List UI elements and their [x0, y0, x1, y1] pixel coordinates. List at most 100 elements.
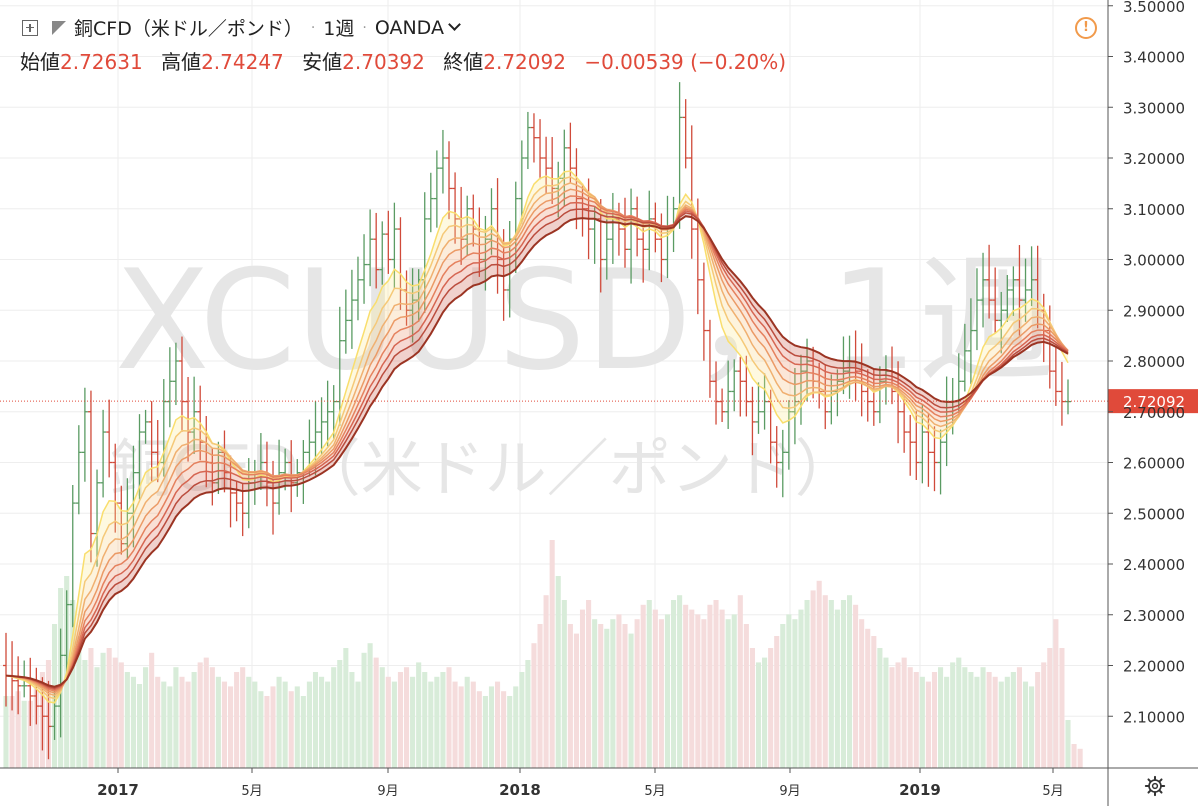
- candle: [1058, 361, 1065, 426]
- candle: [282, 448, 289, 491]
- chevron-down-icon[interactable]: [448, 18, 461, 31]
- price-tick-label: 3.10000: [1123, 201, 1185, 219]
- price-axis[interactable]: 3.50000 3.40000 3.30000 3.20000 3.10000 3.000…: [1107, 0, 1185, 806]
- high-label: 高値: [161, 50, 202, 74]
- volume-bar: [27, 700, 33, 768]
- volume-bar: [343, 648, 349, 768]
- flag-icon[interactable]: [52, 20, 66, 35]
- volume-bar: [598, 624, 604, 768]
- candle: [530, 113, 537, 163]
- candle: [1022, 258, 1029, 322]
- volume-bar: [743, 624, 749, 768]
- volume-bar: [652, 609, 658, 768]
- volume-bar: [312, 672, 319, 768]
- price-tick-label: 2.40000: [1123, 556, 1185, 574]
- volume-bar: [331, 667, 337, 768]
- time-tick-label: 2018: [499, 781, 541, 799]
- price-tick-label: 3.40000: [1123, 49, 1185, 67]
- chart-header: 銅CFD（米ドル／ポンド） · 1週 · OANDA 始値2.72631 高値2…: [0, 0, 1108, 80]
- volume-bar: [755, 662, 762, 768]
- candle: [658, 213, 665, 283]
- volume-bar: [931, 672, 938, 768]
- volume-bar: [88, 648, 94, 768]
- volume-bar: [155, 676, 161, 768]
- volume-bar: [112, 657, 118, 768]
- volume-bar: [913, 672, 919, 768]
- volume-bar: [859, 619, 865, 768]
- source-label[interactable]: OANDA: [374, 16, 444, 39]
- candle: [621, 197, 628, 268]
- volume-bar: [167, 686, 173, 768]
- volume-bar: [118, 662, 124, 768]
- low-value: 2.70392: [342, 50, 425, 74]
- volume-bar: [179, 676, 185, 768]
- volume-bar: [834, 609, 840, 768]
- volume-bar: [1029, 686, 1035, 768]
- price-tick-label: 2.20000: [1123, 658, 1185, 676]
- volume-bar: [610, 619, 616, 768]
- volume-bar: [76, 636, 82, 768]
- volume-bar: [1041, 662, 1047, 768]
- time-tick-label: 9月: [779, 784, 800, 799]
- volume-bar: [197, 662, 203, 768]
- candle: [961, 323, 968, 392]
- candle: [348, 269, 355, 349]
- candle: [980, 252, 987, 328]
- symbol-title[interactable]: 銅CFD（米ドル／ポンド）: [74, 18, 303, 40]
- time-tick-label: 2017: [97, 781, 139, 799]
- candle: [1010, 266, 1017, 316]
- volume-bar: [901, 657, 907, 768]
- gear-icon[interactable]: [1144, 775, 1166, 797]
- time-tick-label: 5月: [644, 784, 665, 799]
- volume-bar: [373, 657, 379, 768]
- candle: [373, 212, 380, 289]
- volume-bar: [434, 676, 440, 768]
- volume-bar: [246, 676, 252, 768]
- ohlc-row: 始値2.72631 高値2.74247 安値2.70392 終値2.72092 …: [20, 46, 786, 75]
- candle: [524, 111, 531, 170]
- interval-label[interactable]: 1週: [323, 18, 355, 40]
- plus-square-icon[interactable]: [22, 19, 38, 36]
- candle: [937, 429, 944, 495]
- volume-bar: [749, 648, 755, 768]
- volume-bar: [525, 660, 531, 768]
- volume-bar: [604, 628, 610, 768]
- candle: [87, 390, 94, 563]
- candle: [57, 628, 64, 738]
- volume-bar: [470, 681, 476, 768]
- volume-bar: [264, 696, 270, 768]
- candle: [215, 441, 222, 494]
- candle: [27, 657, 34, 726]
- volume-bar: [1022, 681, 1029, 768]
- last-price-line: 2.72092: [0, 389, 1198, 414]
- candle: [700, 262, 707, 361]
- volume-bar: [792, 619, 798, 768]
- candle: [69, 485, 76, 628]
- volume-bar: [306, 681, 312, 768]
- volume-bar: [543, 595, 549, 768]
- volume-bar: [136, 684, 143, 768]
- watermark: XCUUSD，1週 銅CFD（米ドル／ポンド）: [110, 240, 1056, 505]
- volume-bar: [234, 672, 240, 768]
- candle: [518, 140, 525, 224]
- close-value: 2.72092: [483, 50, 566, 74]
- candle: [385, 210, 392, 274]
- volume-bar: [270, 686, 276, 768]
- time-axis[interactable]: 2017 5月 9月 2018 5月 9月 2019 5月: [0, 767, 1198, 799]
- volume-bar: [980, 667, 986, 768]
- open-value: 2.72631: [60, 50, 143, 74]
- volume-bar: [992, 676, 998, 768]
- candle: [433, 150, 440, 228]
- exclamation-circle-icon[interactable]: !: [1075, 17, 1097, 39]
- candle: [537, 119, 544, 180]
- moving-average-line: [5, 188, 1069, 694]
- volume-bar: [221, 681, 228, 768]
- volume-bar: [907, 667, 913, 768]
- candle: [354, 256, 361, 321]
- volume-bar: [385, 676, 391, 768]
- volume-bar: [191, 672, 197, 768]
- candle: [439, 129, 446, 194]
- candle: [992, 267, 999, 334]
- volume-bar: [252, 681, 258, 768]
